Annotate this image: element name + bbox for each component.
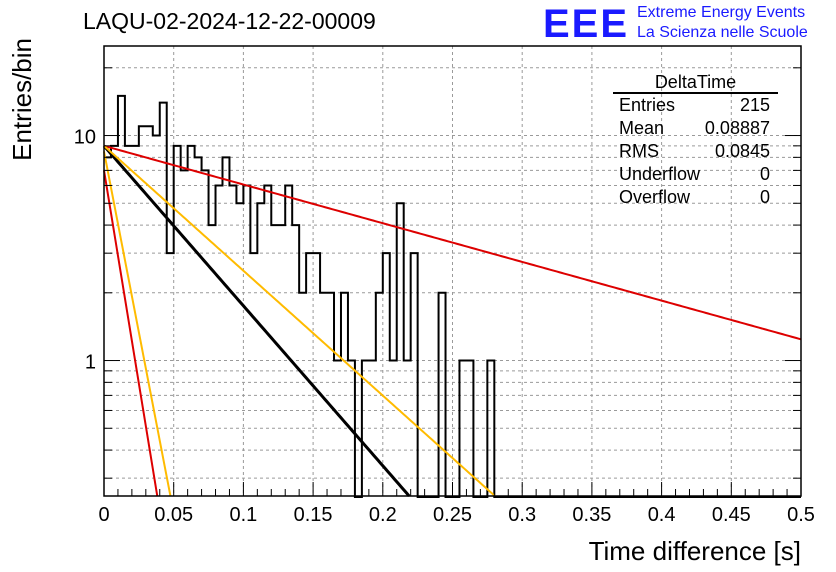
logo-caption-line2: La Scienza nelle Scuole (637, 24, 808, 41)
stats-value: 0.0845 (714, 141, 770, 161)
x-tick-label: 0 (98, 504, 109, 526)
fit-curve-orange (103, 145, 496, 497)
fit-curve-red (103, 170, 159, 497)
x-tick-label: 0.25 (433, 504, 472, 526)
stats-row-rms: RMS 0.0845 (613, 140, 778, 163)
stats-value: 215 (739, 95, 770, 115)
histogram-layer (104, 94, 801, 498)
histogram-outline (104, 94, 801, 498)
logo-caption-line1: Extreme Energy Events (637, 4, 806, 21)
y-tick-label: 1 (85, 352, 96, 374)
x-tick-label: 0.5 (787, 504, 815, 526)
stats-label: RMS (619, 141, 659, 161)
stats-value: 0 (759, 164, 770, 184)
x-tick-label: 0.45 (712, 504, 751, 526)
stats-value: 0 (759, 187, 770, 207)
y-axis-label: Entries/bin (7, 38, 37, 161)
x-tick-label: 0.1 (229, 504, 257, 526)
x-tick-label: 0.3 (508, 504, 536, 526)
stats-row-mean: Mean 0.08887 (613, 117, 778, 140)
eee-logo: EEE (543, 2, 630, 46)
fit-curve-red (103, 144, 802, 341)
stats-title: DeltaTime (613, 72, 778, 94)
x-tick-label: 0.35 (572, 504, 611, 526)
stats-row-entries: Entries 215 (613, 94, 778, 117)
stats-label: Overflow (619, 187, 691, 207)
x-tick-label: 0.15 (294, 504, 333, 526)
x-tick-label: 0.4 (648, 504, 676, 526)
stats-label: Entries (619, 95, 676, 115)
tick-labels: 0 0.05 0.1 0.15 0.2 0.25 0.3 0.35 0.4 0.45 0.5 1 10 (74, 127, 815, 526)
stats-label: Mean (619, 118, 665, 138)
fit-curve-orange (103, 151, 172, 497)
stats-row-overflow: Overflow 0 (613, 186, 778, 209)
stats-value: 0.08887 (704, 118, 770, 138)
stats-box: DeltaTime Entries 215 Mean 0.08887 RMS 0… (613, 72, 778, 209)
x-axis-label: Time difference [s] (589, 536, 801, 566)
x-tick-label: 0.05 (154, 504, 193, 526)
axis-ticks (103, 67, 802, 496)
stats-row-underflow: Underflow 0 (613, 163, 778, 186)
x-tick-label: 0.2 (369, 504, 397, 526)
run-title: LAQU-02-2024-12-22-00009 (83, 8, 376, 34)
y-tick-label: 10 (74, 127, 96, 149)
fit-curve-black (102, 144, 411, 497)
fit-curves (102, 144, 802, 497)
stats-label: Underflow (619, 164, 701, 184)
